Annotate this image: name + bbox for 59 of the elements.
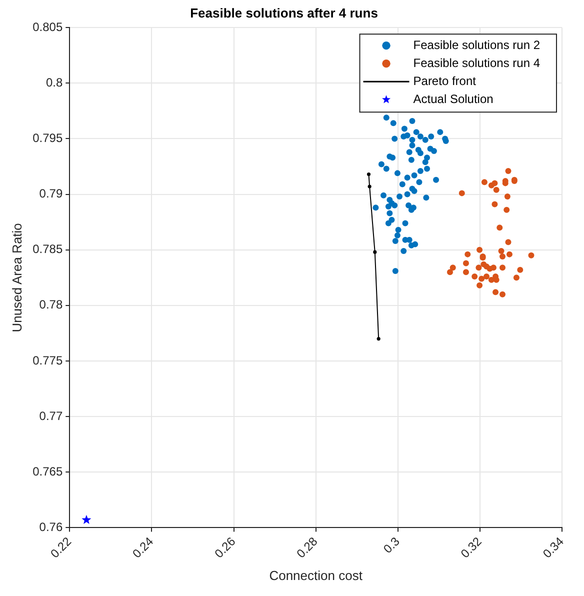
legend-label: Feasible solutions run 4	[413, 56, 540, 70]
point	[82, 514, 92, 524]
y-tick-label: 0.8	[46, 75, 63, 90]
x-tick-label: 0.32	[458, 534, 485, 561]
legend-label: Actual Solution	[413, 92, 494, 106]
point	[481, 179, 488, 186]
point	[373, 250, 377, 254]
y-tick-label: 0.775	[32, 353, 63, 368]
point	[366, 172, 371, 176]
point	[505, 168, 512, 174]
point	[484, 274, 490, 280]
x-axis-title: Connection cost	[269, 568, 363, 583]
point	[446, 269, 453, 276]
point	[458, 190, 465, 196]
y-tick-label: 0.805	[32, 20, 63, 34]
x-tick-label: 0.24	[130, 534, 156, 561]
point	[492, 180, 498, 186]
point	[504, 194, 510, 200]
y-tick-label: 0.785	[32, 242, 63, 256]
point	[450, 264, 456, 271]
x-tick-label: 0.26	[212, 534, 238, 561]
point	[472, 274, 478, 280]
point	[517, 266, 524, 273]
y-tick-label: 0.77	[39, 408, 63, 423]
point	[476, 282, 483, 288]
point	[504, 206, 510, 213]
x-tick-label: 0.22	[48, 534, 74, 561]
point	[500, 254, 506, 260]
point	[476, 246, 483, 253]
point	[493, 186, 500, 193]
point	[492, 289, 499, 296]
point	[498, 248, 504, 254]
point	[528, 252, 534, 258]
y-tick-label: 0.765	[32, 464, 63, 478]
chart-title: Feasible solutions after 4 runs	[190, 5, 378, 20]
point	[505, 239, 512, 246]
y-tick-label: 0.79	[39, 186, 63, 201]
point	[478, 276, 485, 282]
y-tick-label: 0.76	[39, 520, 63, 534]
y-tick-label: 0.795	[32, 131, 63, 146]
point	[464, 251, 471, 258]
point	[506, 251, 512, 258]
point	[513, 274, 520, 281]
legend-label: Pareto front	[413, 74, 477, 88]
point	[368, 184, 372, 188]
x-tick-label: 0.34	[540, 534, 567, 561]
point	[496, 224, 503, 231]
point	[476, 264, 482, 271]
point	[462, 269, 469, 276]
x-tick-label: 0.3	[380, 534, 403, 556]
point	[462, 260, 469, 266]
point	[376, 336, 380, 341]
y-axis-title: Unused Area Ratio	[9, 223, 24, 332]
x-tick-label: 0.28	[294, 534, 321, 561]
point	[500, 291, 506, 298]
point	[492, 201, 498, 208]
legend-label: Feasible solutions run 2	[413, 38, 540, 52]
point	[500, 264, 506, 271]
y-tick-label: 0.78	[39, 298, 63, 312]
